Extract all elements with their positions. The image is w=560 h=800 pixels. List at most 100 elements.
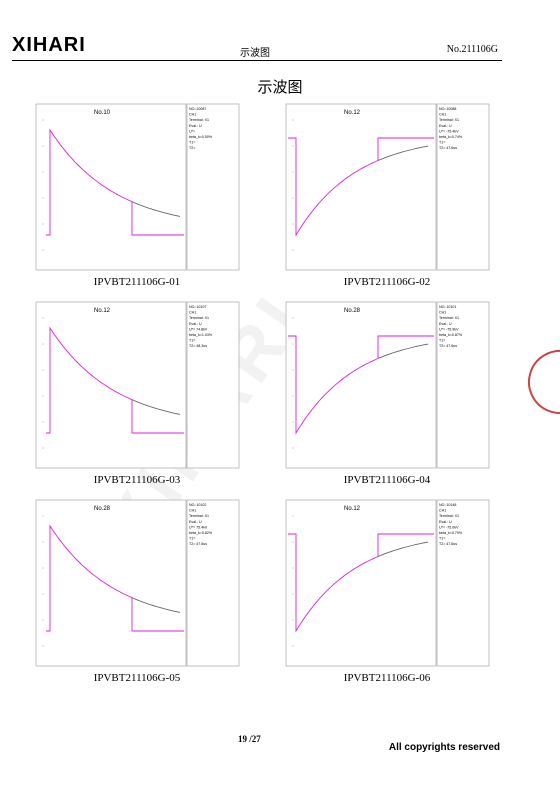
- info-line: T2= 47.6us: [189, 542, 207, 546]
- voltage-trace: [46, 326, 184, 434]
- info-line: T1=: [189, 537, 195, 541]
- oscillogram-panel: No.12 NO.:10148 CH1 Terminal: X1 Eval.: U U*=…: [282, 496, 492, 684]
- fitted-tail-trace: [377, 343, 429, 359]
- info-line: Terminal: X1: [439, 316, 459, 320]
- plot-title: No.28: [344, 308, 361, 314]
- oscillogram-panel: No.28 NO.:10102 CH1 Terminal: X1 Eval.: U U*=…: [32, 496, 242, 684]
- info-line: beta_k=0.79%: [439, 531, 463, 535]
- voltage-trace: [46, 524, 184, 632]
- seal-stamp: [516, 338, 560, 426]
- info-line: Eval.: U: [439, 322, 452, 326]
- info-box: [436, 499, 490, 667]
- fitted-tail-trace: [131, 399, 181, 415]
- plot-title: No.12: [344, 506, 361, 512]
- info-line: NO.:10088: [439, 107, 456, 111]
- info-line: NO.:10087: [189, 107, 206, 111]
- copyright-notice: All copyrights reserved: [388, 742, 500, 753]
- document-number: No.211106G: [446, 44, 498, 55]
- info-line: Terminal: X1: [189, 118, 209, 122]
- info-box: [186, 103, 240, 271]
- oscillogram-panel: No.28 NO.:10101 CH1 Terminal: X1 Eval.: U U*=…: [282, 298, 492, 486]
- fitted-tail-trace: [131, 201, 181, 217]
- page-number: 19 /27: [238, 734, 261, 744]
- panel-caption: IPVBT211106G-01: [93, 276, 181, 288]
- info-line: U*= -75.4kV: [439, 129, 459, 133]
- info-line: Terminal: X1: [439, 514, 459, 518]
- fitted-tail-trace: [377, 145, 429, 161]
- info-line: beta_k=0.50%: [189, 135, 213, 139]
- voltage-trace: [288, 137, 434, 237]
- info-line: beta_k=0.82%: [189, 531, 213, 535]
- plot-frame: [35, 499, 187, 667]
- plot-frame: [35, 103, 187, 271]
- voltage-trace: [46, 128, 184, 236]
- info-line: beta_k=0.87%: [439, 333, 463, 337]
- plot-title: No.12: [344, 110, 361, 116]
- fitted-tail-trace: [377, 541, 429, 557]
- info-line: T2= 48.3us: [189, 344, 207, 348]
- info-box: [186, 301, 240, 469]
- info-line: T2= 47.6us: [439, 542, 457, 546]
- info-line: CH1: [189, 113, 196, 117]
- info-line: T2=: [189, 146, 195, 150]
- panel-caption: IPVBT211106G-02: [343, 276, 431, 288]
- company-logo: XIHARI: [12, 34, 86, 56]
- info-line: Terminal: X1: [439, 118, 459, 122]
- voltage-trace: [288, 533, 434, 633]
- plot-title: No.12: [94, 308, 111, 314]
- plot-title: No.28: [94, 506, 111, 512]
- plot-frame: [285, 301, 437, 469]
- info-line: U*= -75.9kV: [439, 327, 459, 331]
- plot-frame: [285, 103, 437, 271]
- info-line: CH1: [439, 311, 446, 315]
- page-header: XIHARI 示波图 No.211106G: [0, 0, 560, 64]
- info-line: Terminal: X1: [189, 514, 209, 518]
- info-line: U*= -75.0kV: [439, 525, 459, 529]
- info-line: T1=: [439, 537, 445, 541]
- info-line: Eval.: U: [189, 520, 202, 524]
- panel-caption: IPVBT211106G-03: [93, 474, 181, 486]
- info-line: Eval.: U: [189, 322, 202, 326]
- info-line: NO.:10107: [189, 305, 206, 309]
- header-title: 示波图: [240, 48, 270, 59]
- info-box: [436, 103, 490, 271]
- info-line: beta_k=1.03%: [189, 333, 213, 337]
- info-line: T2= 47.6us: [439, 344, 457, 348]
- oscillogram-panel: No.10 NO.:10087 CH1 Terminal: X1 Eval.: U U*=…: [32, 100, 242, 288]
- info-line: T1=: [189, 339, 195, 343]
- voltage-trace: [288, 335, 434, 435]
- info-line: NO.:10101: [439, 305, 456, 309]
- info-line: Eval.: U: [439, 124, 452, 128]
- info-line: Eval.: U: [439, 520, 452, 524]
- info-line: T1=: [189, 141, 195, 145]
- header-rule: [12, 60, 502, 61]
- oscillogram-panel: No.12 NO.:10107 CH1 Terminal: X1 Eval.: U U*=…: [32, 298, 242, 486]
- info-box: [186, 499, 240, 667]
- plot-title: No.10: [94, 110, 111, 116]
- info-line: CH1: [189, 509, 196, 513]
- info-line: CH1: [439, 509, 446, 513]
- info-line: T1=: [439, 339, 445, 343]
- info-line: CH1: [189, 311, 196, 315]
- plot-frame: [285, 499, 437, 667]
- info-line: Eval.: U: [189, 124, 202, 128]
- fitted-tail-trace: [131, 597, 181, 613]
- info-line: NO.:10102: [189, 503, 206, 507]
- info-line: U*=: [189, 129, 195, 133]
- panel-caption: IPVBT211106G-04: [343, 474, 431, 486]
- info-line: T2= 47.6us: [439, 146, 457, 150]
- info-line: T1=: [439, 141, 445, 145]
- panel-caption: IPVBT211106G-06: [343, 672, 431, 684]
- info-line: U*= 74.8kV: [189, 327, 208, 331]
- page-title: 示波图: [257, 78, 303, 96]
- info-line: CH1: [439, 113, 446, 117]
- info-box: [436, 301, 490, 469]
- panel-caption: IPVBT211106G-05: [93, 672, 181, 684]
- info-line: Terminal: X1: [189, 316, 209, 320]
- info-line: U*= 75.4kV: [189, 525, 208, 529]
